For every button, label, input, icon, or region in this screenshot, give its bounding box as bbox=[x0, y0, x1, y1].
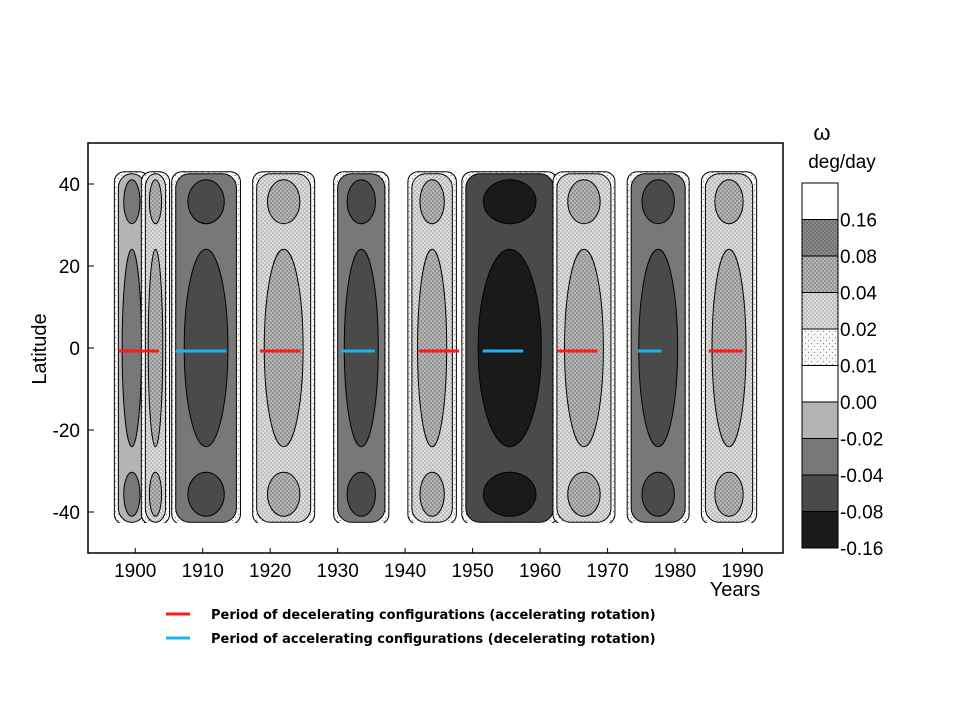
contour-north-lobe bbox=[148, 179, 163, 225]
contour-south-lobe bbox=[714, 471, 744, 517]
colorbar-label: 0.16 bbox=[840, 211, 877, 232]
x-tick-label: 1980 bbox=[654, 561, 696, 582]
colorbar-cell bbox=[801, 438, 839, 476]
x-tick-label: 1900 bbox=[114, 561, 156, 582]
contour-south-lobe bbox=[419, 471, 445, 517]
colorbar-label: -0.08 bbox=[840, 503, 883, 524]
colorbar-label: 0.01 bbox=[840, 357, 877, 378]
colorbar: ω deg/day 0.16 0.08 0.04 0.02 0.01 0.00 -0.02 -… bbox=[801, 120, 884, 560]
contour-band bbox=[252, 171, 316, 523]
legend-label-accelerating: Period of accelerating configurations (d… bbox=[211, 632, 656, 647]
contour-band bbox=[113, 171, 150, 523]
contour-core bbox=[477, 248, 542, 448]
contour-core bbox=[417, 248, 448, 448]
contour-core bbox=[147, 248, 164, 448]
contour-band bbox=[700, 171, 758, 523]
x-tick-label: 1920 bbox=[249, 561, 291, 582]
colorbar-unit: deg/day bbox=[808, 152, 876, 173]
legend: Period of decelerating configurations (a… bbox=[166, 608, 656, 647]
contour-south-lobe bbox=[266, 471, 301, 517]
contour-core bbox=[564, 248, 604, 448]
contour-field bbox=[103, 171, 769, 523]
contour-north-lobe bbox=[641, 179, 675, 225]
colorbar-cell bbox=[801, 182, 839, 220]
x-tick-label: 1990 bbox=[721, 561, 763, 582]
contour-core bbox=[343, 248, 379, 448]
x-tick-label: 1930 bbox=[317, 561, 359, 582]
contour-band bbox=[461, 171, 559, 523]
colorbar-label: -0.04 bbox=[840, 466, 884, 487]
colorbar-label: 0.02 bbox=[840, 320, 877, 341]
contour-core bbox=[711, 248, 747, 448]
colorbar-cell bbox=[801, 511, 839, 549]
contour-south-lobe bbox=[148, 471, 163, 517]
y-tick-label: 20 bbox=[59, 257, 80, 278]
x-tick-label: 1910 bbox=[182, 561, 224, 582]
y-tick-labels: 40 20 0 -20 -40 bbox=[53, 175, 94, 524]
colorbar-cell bbox=[801, 474, 839, 512]
contour-south-lobe bbox=[641, 471, 675, 517]
y-tick-label: -20 bbox=[53, 421, 80, 442]
colorbar-label: 0.04 bbox=[840, 284, 877, 305]
contour-core bbox=[183, 248, 229, 448]
colorbar-cell bbox=[801, 292, 839, 330]
contour-band bbox=[140, 171, 171, 523]
contour-north-lobe bbox=[187, 179, 225, 225]
y-tick-label: 40 bbox=[59, 175, 80, 196]
contour-north-lobe bbox=[266, 179, 301, 225]
colorbar-cell bbox=[801, 328, 839, 366]
contour-core bbox=[263, 248, 304, 448]
contour-north-lobe bbox=[346, 179, 376, 225]
x-tick-labels: 1900 1910 1920 1930 1940 1950 1960 1970 1980 1990 bbox=[114, 548, 764, 582]
colorbar-symbol: ω bbox=[813, 120, 830, 145]
contour-north-lobe bbox=[567, 179, 601, 225]
x-tick-label: 1950 bbox=[451, 561, 493, 582]
contour-band bbox=[171, 171, 241, 523]
contour-north-lobe bbox=[419, 179, 445, 225]
y-axis-title: Latitude bbox=[29, 313, 51, 384]
x-tick-label: 1960 bbox=[519, 561, 561, 582]
colorbar-cell bbox=[801, 401, 839, 439]
contour-band bbox=[626, 171, 690, 523]
colorbar-cell bbox=[801, 219, 839, 257]
contour-core bbox=[638, 248, 679, 448]
y-tick-label: -40 bbox=[53, 503, 80, 524]
colorbar-cell bbox=[801, 255, 839, 293]
colorbar-cell bbox=[801, 365, 839, 403]
x-axis-title: Years bbox=[710, 579, 760, 601]
contour-south-lobe bbox=[123, 471, 141, 517]
contour-north-lobe bbox=[482, 179, 537, 225]
x-tick-label: 1940 bbox=[384, 561, 426, 582]
colorbar-label: 0.00 bbox=[840, 393, 877, 414]
colorbar-label: -0.02 bbox=[840, 430, 883, 451]
contour-band bbox=[407, 171, 457, 523]
contour-north-lobe bbox=[123, 179, 141, 225]
x-tick-label: 1970 bbox=[586, 561, 628, 582]
legend-label-decelerating: Period of decelerating configurations (a… bbox=[211, 608, 656, 623]
contour-north-lobe bbox=[714, 179, 744, 225]
contour-band bbox=[333, 171, 390, 523]
y-tick-label: 0 bbox=[69, 339, 80, 360]
contour-south-lobe bbox=[346, 471, 376, 517]
contour-south-lobe bbox=[187, 471, 225, 517]
contour-south-lobe bbox=[567, 471, 601, 517]
colorbar-label: 0.08 bbox=[840, 247, 877, 268]
colorbar-label: -0.16 bbox=[840, 539, 883, 560]
contour-core bbox=[121, 248, 143, 448]
contour-band bbox=[552, 171, 616, 523]
contour-south-lobe bbox=[482, 471, 537, 517]
